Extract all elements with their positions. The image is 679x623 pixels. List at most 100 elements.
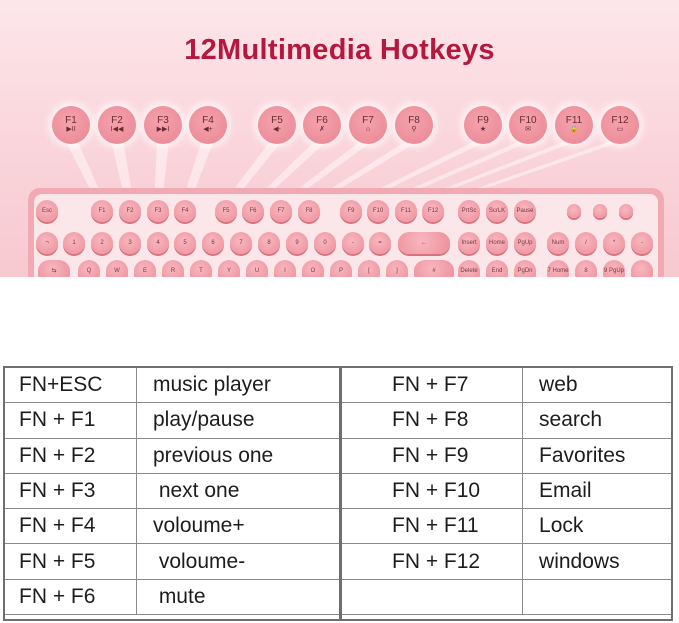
- keyboard-key: O: [302, 260, 324, 277]
- table-border: [3, 366, 673, 621]
- hotkey-table-left: FN+ESC music player FN + F1 play/pause FN + …: [4, 366, 341, 616]
- keyboard-key: -: [342, 232, 364, 254]
- previous-track-icon: I◀◀: [110, 126, 124, 133]
- shortcut-cell: FN + F7: [340, 366, 524, 404]
- hotkey-label: F11: [565, 115, 583, 126]
- keyboard-key: T: [190, 260, 212, 277]
- volume-down-icon: ◀-: [273, 126, 281, 133]
- keyboard-key: Q: [78, 260, 100, 277]
- keyboard-key: 7 Home: [547, 260, 569, 277]
- keyboard-key: E: [134, 260, 156, 277]
- indicator-light: [593, 204, 607, 218]
- mute-icon: ✗: [319, 126, 325, 133]
- keyboard-key: Delete: [458, 260, 480, 277]
- keyboard-product-image: 12Multimedia Hotkeys F1 ▶II F2 I◀◀ F3 ▶▶I F4 ◀+…: [0, 0, 679, 277]
- keyboard-key: F8: [298, 200, 320, 222]
- hotkey-label: F10: [519, 115, 537, 126]
- table-row: FN + F11 Lock: [340, 508, 673, 545]
- hotkey-label: F2: [111, 115, 123, 126]
- hotkey-label: F12: [611, 115, 629, 126]
- function-cell: windows: [522, 543, 673, 580]
- table-row: FN + F6 mute: [4, 578, 341, 616]
- keyboard-key: F12: [422, 200, 444, 222]
- home-icon: ⌂: [365, 126, 371, 133]
- hotkey-table-right: FN + F7 web FN + F8 search FN + F9 Favorites F…: [340, 366, 673, 616]
- play-pause-icon: ▶II: [66, 126, 76, 133]
- keyboard-key: W: [106, 260, 128, 277]
- keyboard-key: F2: [119, 200, 141, 222]
- keyboard-key: F10: [367, 200, 389, 222]
- keyboard-key: ScrLK: [486, 200, 508, 222]
- keyboard-key: 2: [91, 232, 113, 254]
- indicator-light: [619, 204, 633, 218]
- keyboard-key: 8: [258, 232, 280, 254]
- keyboard-key: PrtSc: [458, 200, 480, 222]
- table-row: FN + F10 Email: [340, 472, 673, 510]
- function-cell: mute: [135, 578, 341, 616]
- keyboard-key: I: [274, 260, 296, 277]
- keyboard-key: Home: [486, 232, 508, 254]
- keyboard-key: ]: [386, 260, 408, 277]
- keyboard-key: 6: [202, 232, 224, 254]
- keyboard-key: PgDn: [514, 260, 536, 277]
- shortcut-cell: FN + F11: [340, 508, 524, 545]
- keyboard-key: P: [330, 260, 352, 277]
- keyboard-key: 8: [575, 260, 597, 277]
- keyboard-key: U: [246, 260, 268, 277]
- hotkey-f4: F4 ◀+: [189, 106, 227, 144]
- hotkey-label: F4: [202, 115, 214, 126]
- table-row: FN + F7 web: [340, 366, 673, 404]
- shortcut-cell: FN + F3: [4, 472, 137, 510]
- table-row: [340, 578, 673, 616]
- keyboard-key: End: [486, 260, 508, 277]
- search-icon: ⚲: [411, 126, 417, 133]
- keyboard-key: Pause: [514, 200, 536, 222]
- table-row: FN + F5 voloume-: [4, 543, 341, 580]
- hotkey-label: F1: [65, 115, 77, 126]
- shortcut-cell: [340, 578, 524, 616]
- hotkey-f5: F5 ◀-: [258, 106, 296, 144]
- function-cell: play/pause: [135, 402, 341, 439]
- keyboard-key: F6: [242, 200, 264, 222]
- keyboard-key: F5: [215, 200, 237, 222]
- keyboard-key: 3: [119, 232, 141, 254]
- keyboard-key: ⇆: [38, 260, 70, 277]
- keyboard-key: Num Lock: [547, 232, 569, 254]
- function-cell: search: [522, 402, 673, 439]
- keyboard-key: F4: [174, 200, 196, 222]
- hotkey-label: F6: [316, 115, 328, 126]
- keyboard-key: F7: [270, 200, 292, 222]
- keyboard-key: #: [414, 260, 454, 277]
- hotkey-label: F3: [157, 115, 169, 126]
- keyboard-key: 5: [174, 232, 196, 254]
- keyboard-key: Esc: [36, 200, 58, 222]
- next-track-icon: ▶▶I: [156, 126, 170, 133]
- function-cell: Email: [522, 472, 673, 510]
- function-cell: previous one: [135, 437, 341, 474]
- keyboard-key: F3: [147, 200, 169, 222]
- lock-icon: 🔒: [569, 126, 579, 133]
- mail-icon: ✉: [525, 126, 531, 133]
- keyboard-key: 0: [314, 232, 336, 254]
- hotkey-f12: F12 ▭: [601, 106, 639, 144]
- keyboard-key: ¬: [36, 232, 58, 254]
- table-row: FN+ESC music player: [4, 366, 341, 404]
- hotkey-f9: F9 ★: [464, 106, 502, 144]
- hotkey-f8: F8 ⚲: [395, 106, 433, 144]
- shortcut-cell: FN + F5: [4, 543, 137, 580]
- table-divider: [339, 366, 342, 621]
- shortcut-cell: FN + F9: [340, 437, 524, 474]
- function-cell: voloume-: [135, 543, 341, 580]
- function-cell: web: [522, 366, 673, 404]
- keyboard-key: 4: [147, 232, 169, 254]
- hotkey-label: F8: [408, 115, 420, 126]
- function-cell: Favorites: [522, 437, 673, 474]
- keyboard-key: 1: [63, 232, 85, 254]
- keyboard-key: /: [575, 232, 597, 254]
- table-row: FN + F8 search: [340, 402, 673, 439]
- keyboard-key: -: [631, 232, 653, 254]
- function-cell: Lock: [522, 508, 673, 545]
- hotkey-f10: F10 ✉: [509, 106, 547, 144]
- keyboard-key: F9: [340, 200, 362, 222]
- keyboard-key: 9 PgUp: [603, 260, 625, 277]
